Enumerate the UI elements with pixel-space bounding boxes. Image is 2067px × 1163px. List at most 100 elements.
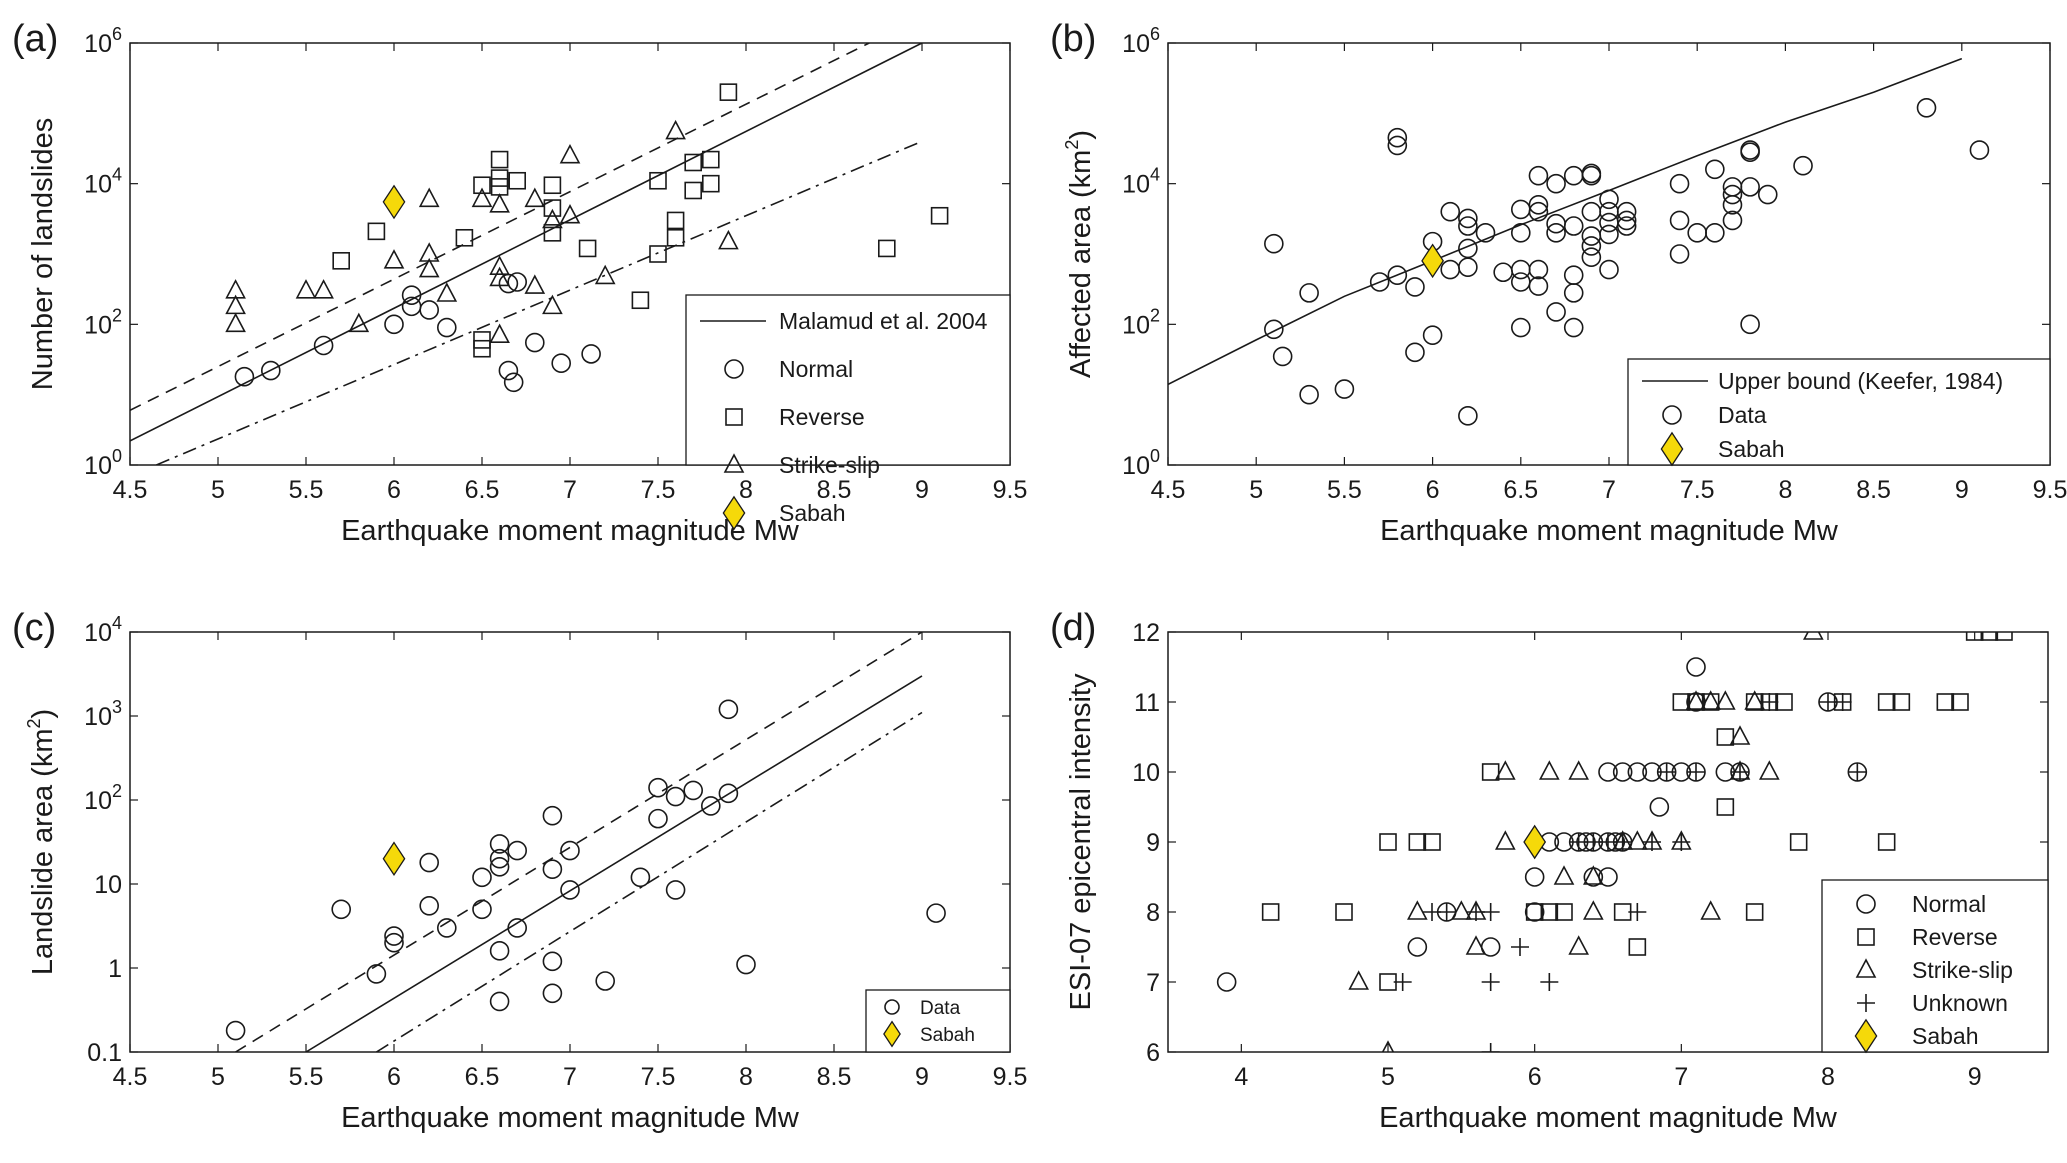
line-upper-bound (235, 632, 923, 1052)
point-reverse (1877, 693, 1896, 711)
point-normal (384, 314, 404, 335)
point-strike-slip (489, 255, 510, 275)
point-normal (581, 344, 601, 364)
point-data (1563, 265, 1584, 285)
y-tick-label: 106 (1122, 24, 1160, 58)
chart-panel-d: 4 5 6 7 8 9 6 7 8 9 10 11 12 Earthquake moment magnit… (1050, 607, 2049, 1134)
x-tick-label: 8 (1778, 476, 1792, 504)
point-strike-slip (1568, 760, 1589, 780)
legend-label: Reverse (779, 404, 865, 430)
x-tick-label: 5 (211, 476, 225, 504)
point-normal (1649, 797, 1670, 817)
point-data (1264, 319, 1284, 340)
point-data (1493, 262, 1513, 283)
x-tick-label: 8.5 (817, 1063, 852, 1091)
point-data (1757, 184, 1778, 205)
point-data (1511, 199, 1531, 220)
point-unknown (1833, 693, 1852, 711)
point-reverse (930, 206, 949, 225)
point-reverse (1951, 693, 1969, 711)
point-data (1969, 140, 1990, 160)
point-strike-slip (489, 266, 510, 287)
point-data (1458, 216, 1478, 236)
legend-label: Upper bound (Keefer, 1984) (1718, 368, 2003, 394)
point-data (1264, 233, 1284, 254)
x-tick-label: 5.5 (1327, 476, 1362, 504)
point-reverse (1540, 903, 1559, 921)
line-lower-bound (375, 711, 923, 1052)
point-sabah (382, 841, 406, 877)
point-data (542, 983, 563, 1004)
point-strike-slip (1744, 690, 1765, 710)
point-normal (1216, 972, 1237, 992)
point-data (1563, 317, 1584, 338)
point-strike-slip (1407, 900, 1428, 920)
point-reverse (1261, 903, 1280, 921)
legend-label: Data (1718, 402, 1767, 428)
x-tick-label: 5 (1249, 476, 1263, 504)
legend-circle-swatch (1856, 894, 1876, 914)
legend-label: Strike-slip (779, 452, 880, 478)
point-data (1511, 272, 1531, 292)
legend: Data Sabah (865, 989, 1011, 1053)
point-reverse (666, 211, 685, 230)
panel-label: (b) (1050, 18, 1096, 60)
point-reverse (473, 176, 491, 195)
legend-label: Sabah (1912, 1023, 1979, 1049)
y-tick-label: 10 (94, 871, 122, 899)
point-data (472, 899, 492, 920)
point-data (419, 852, 440, 873)
point-unknown (1643, 833, 1661, 851)
point-data (1299, 283, 1319, 303)
point-strike-slip (1381, 1040, 1395, 1052)
plot-area (1216, 632, 2013, 1052)
point-sabah (1523, 824, 1547, 860)
x-tick-label: 8.5 (817, 476, 852, 504)
point-data (1563, 283, 1584, 303)
legend-label: Reverse (1912, 924, 1998, 950)
legend-circle-swatch (884, 999, 900, 1015)
point-data (542, 805, 563, 826)
point-data (718, 699, 739, 720)
point-reverse (1995, 632, 2013, 641)
x-tick-label: 5 (1381, 1063, 1395, 1091)
point-unknown (1657, 763, 1676, 781)
y-tick-label: 104 (84, 613, 122, 647)
point-strike-slip (1495, 830, 1516, 850)
x-tick-label: 6.5 (465, 1063, 500, 1091)
point-strike-slip (313, 279, 334, 299)
point-data (1669, 244, 1690, 264)
point-strike-slip (542, 208, 563, 229)
point-data (1740, 177, 1760, 197)
point-data (1616, 201, 1637, 222)
point-strike-slip (489, 193, 510, 213)
line-lower-bound (156, 140, 923, 465)
y-tick-label: 1 (108, 955, 122, 983)
point-reverse (1687, 693, 1705, 711)
point-data (489, 848, 510, 869)
point-reverse (1379, 973, 1397, 991)
legend-square-swatch (725, 408, 743, 426)
point-data (384, 932, 404, 953)
x-tick-label: 9.5 (993, 1063, 1028, 1091)
legend-diamond-swatch (722, 495, 746, 531)
point-strike-slip (718, 229, 739, 250)
point-normal (313, 335, 334, 356)
x-tick-label: 6.5 (1503, 476, 1538, 504)
point-data (1669, 210, 1690, 231)
point-strike-slip (665, 119, 686, 140)
point-data (489, 941, 510, 961)
point-strike-slip (1715, 690, 1736, 710)
point-strike-slip (489, 323, 510, 344)
point-data (1563, 165, 1584, 186)
point-data (560, 840, 580, 861)
x-tick-label: 6.5 (465, 476, 500, 504)
y-axis-label: Number of landslides (27, 118, 59, 390)
point-reverse (1716, 798, 1735, 816)
point-data (1528, 165, 1549, 186)
point-strike-slip (1495, 760, 1516, 780)
point-data (1458, 208, 1478, 229)
y-tick-label: 6 (1146, 1039, 1160, 1067)
point-strike-slip (1465, 935, 1487, 955)
x-tick-label: 6 (1528, 1063, 1542, 1091)
